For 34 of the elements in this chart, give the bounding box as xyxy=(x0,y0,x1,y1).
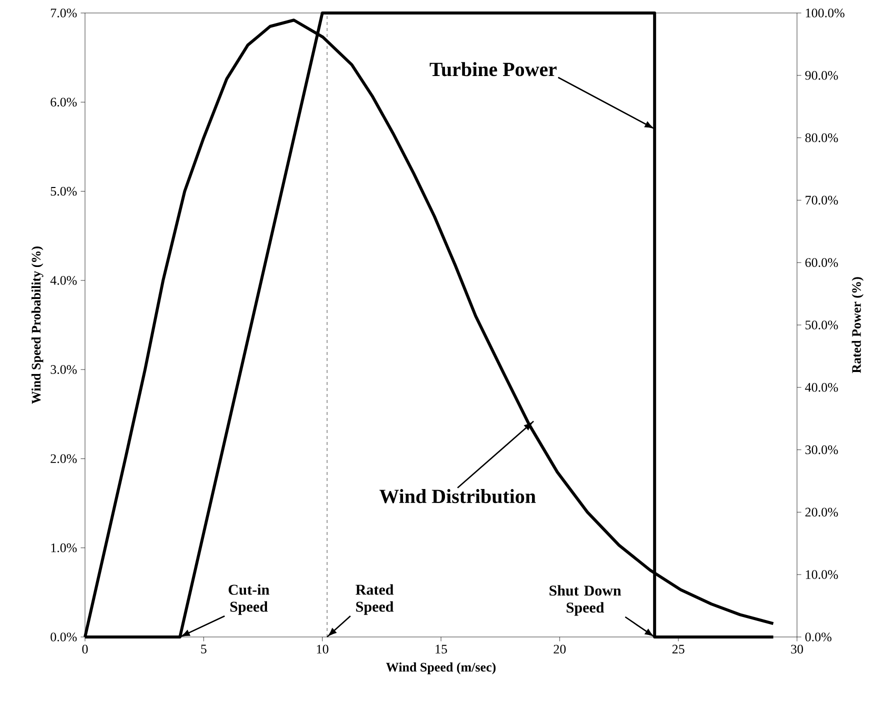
x-tick-label: 25 xyxy=(672,644,684,654)
y-tick-label: 3.0% xyxy=(50,365,77,374)
y2-tick-label: 10.0% xyxy=(806,570,838,580)
annotation: Shut Down Speed xyxy=(550,585,622,616)
y2-tick-label: 70.0% xyxy=(806,196,838,205)
y-tick-label: 2.0% xyxy=(50,454,77,464)
y-tick-label: 5.0% xyxy=(50,186,77,196)
y-tick-label: 0.0% xyxy=(50,632,77,642)
y2-tick-label: 80.0% xyxy=(805,133,838,142)
y-tick-label: 7.0% xyxy=(50,8,77,18)
y2-tick-label: 90.0% xyxy=(805,70,838,80)
y-axis-title: Wind Speed Probability (%) xyxy=(31,246,44,404)
y2-axis-title: Rated Power (%) xyxy=(852,277,864,374)
y-tick-label: 1.0% xyxy=(51,543,77,552)
annotation: Turbine Power xyxy=(430,62,557,76)
x-tick-label: 15 xyxy=(436,644,447,654)
x-tick-label: 30 xyxy=(791,644,804,654)
annotation: Cut-in Speed xyxy=(228,584,270,615)
x-tick-label: 0 xyxy=(82,644,88,654)
y2-tick-label: 60.0% xyxy=(805,258,838,268)
annotation: Wind Distribution xyxy=(379,489,536,504)
y-tick-label: 4.0% xyxy=(50,276,77,285)
annotation: Rated Speed xyxy=(356,584,394,615)
x-tick-label: 20 xyxy=(554,644,566,654)
x-tick-label: 5 xyxy=(201,644,206,654)
y-tick-label: 6.0% xyxy=(50,98,77,107)
y2-tick-label: 100.0% xyxy=(806,8,844,18)
y2-tick-label: 30.0% xyxy=(805,445,838,454)
x-axis-title: Wind Speed (m/sec) xyxy=(386,662,496,674)
y2-tick-label: 20.0% xyxy=(805,508,838,517)
y2-tick-label: 0.0% xyxy=(805,632,832,642)
x-tick-label: 10 xyxy=(316,644,328,654)
y2-tick-label: 50.0% xyxy=(806,320,838,330)
y2-tick-label: 40.0% xyxy=(805,382,838,392)
